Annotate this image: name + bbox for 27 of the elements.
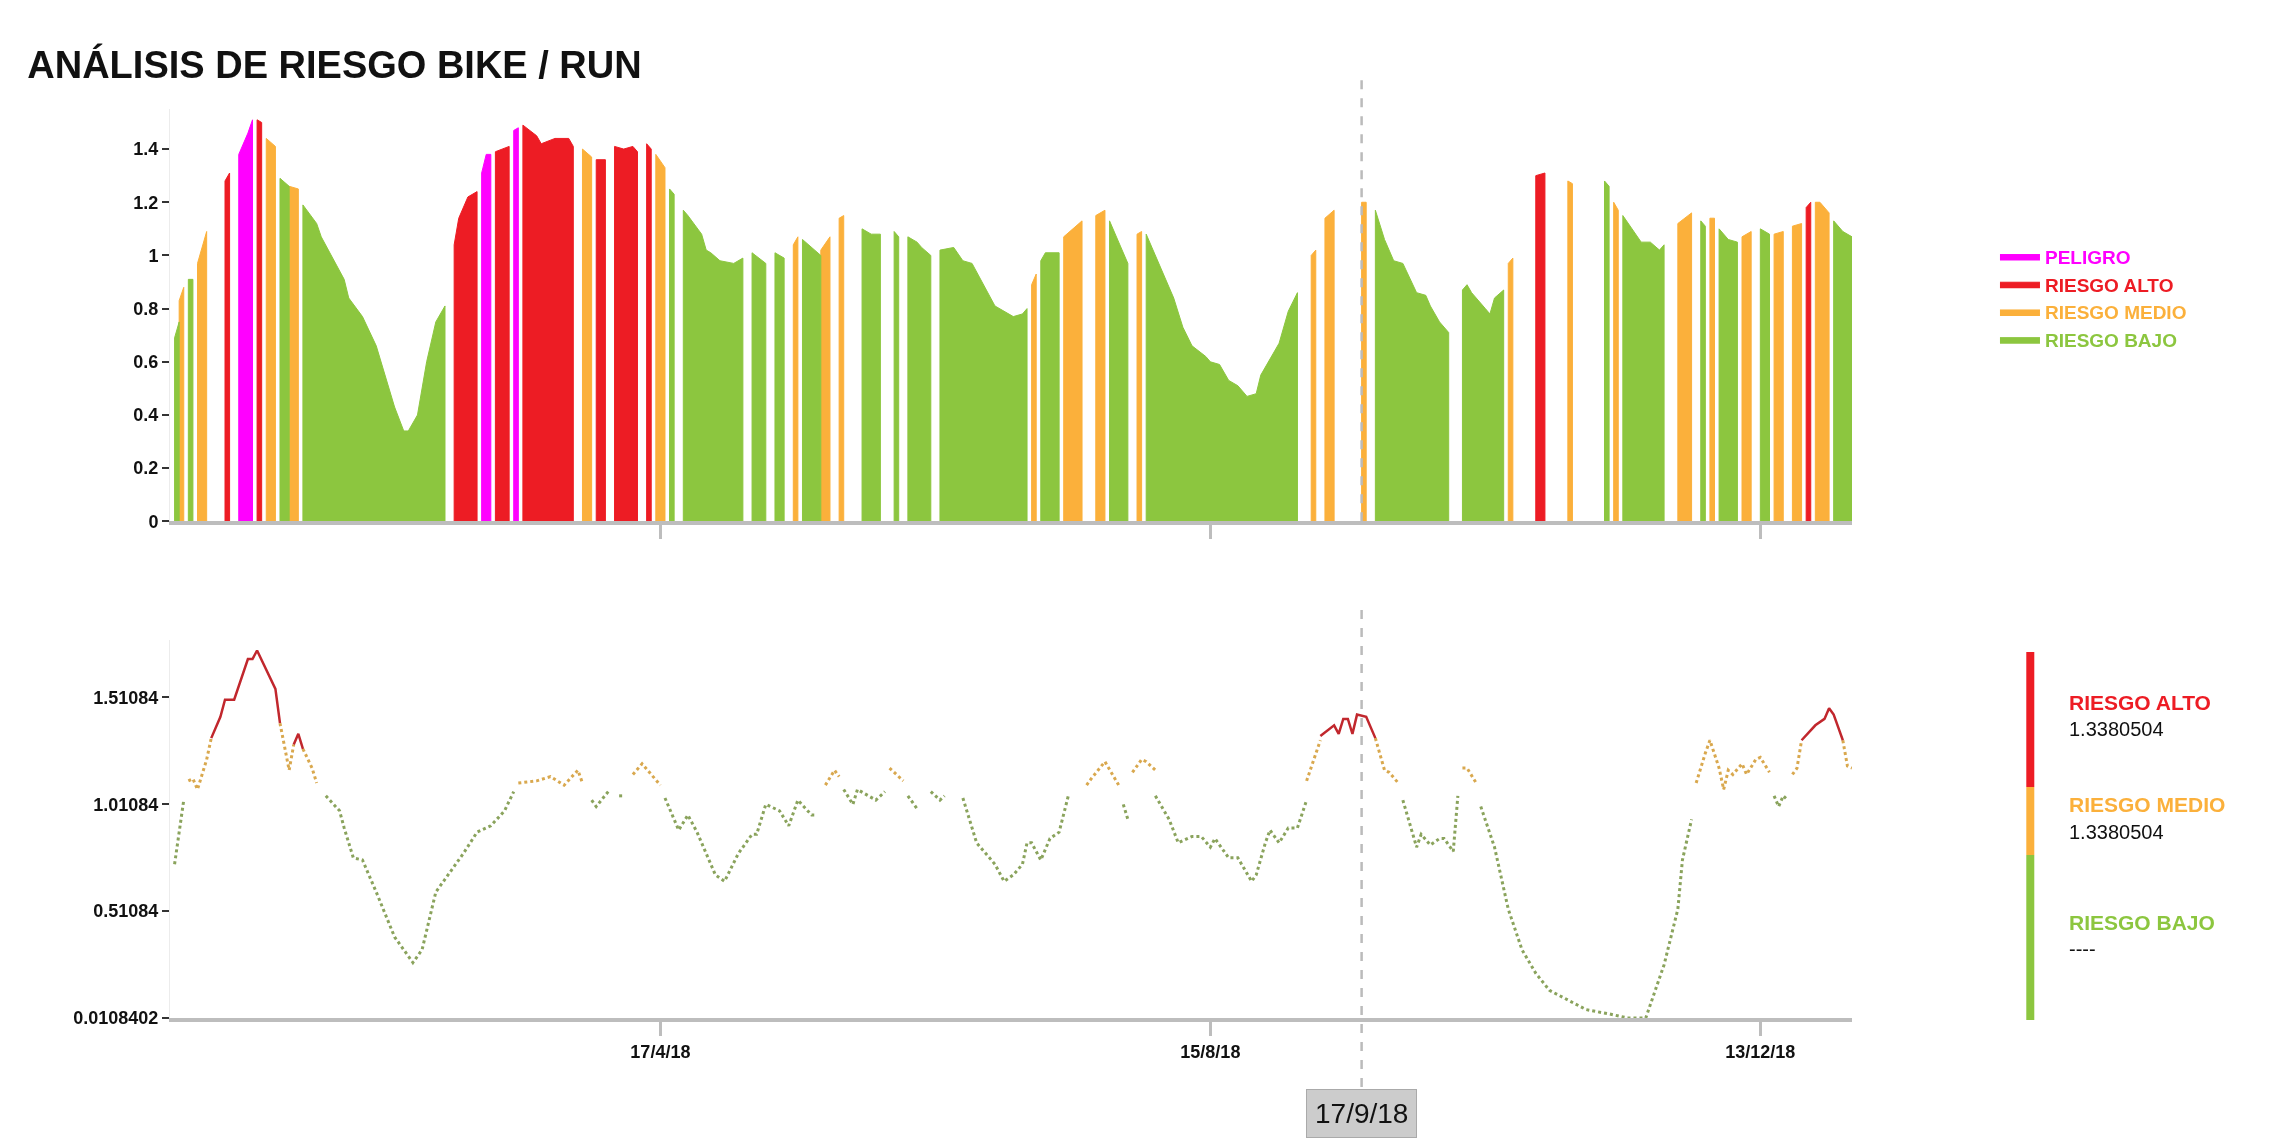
text: 1.3380504: [2069, 821, 2164, 843]
y-tick-label: 1: [148, 245, 159, 266]
text: RIESGO ALTO: [2069, 691, 2211, 714]
text: 1.3380504: [2069, 718, 2164, 740]
y-tick-label: 0.0108402: [73, 1008, 159, 1029]
chart-title: ANÁLISIS DE RIESGO BIKE / RUN: [27, 42, 642, 86]
text: ----: [2069, 938, 2096, 960]
legend-label: RIESGO MEDIO: [2044, 302, 2187, 324]
legend-label: RIESGO BAJO: [2044, 330, 2177, 352]
y-tick-label: 1.4: [133, 139, 159, 160]
legend-label: PELIGRO: [2044, 246, 2131, 268]
legend-label: RIESGO ALTO: [2044, 274, 2174, 296]
y-tick-label: 1.01084: [93, 794, 159, 815]
ref-line-label: 17/9/18: [1315, 1098, 1409, 1129]
x-tick-label: 15/8/18: [1180, 1041, 1241, 1062]
x-tick-label: 13/12/18: [1725, 1041, 1796, 1062]
y-tick-label: 0.8: [133, 298, 159, 319]
y-tick-label: 1.2: [133, 192, 159, 213]
y-tick-label: 0.2: [133, 458, 159, 479]
text: RIESGO MEDIO: [2069, 793, 2226, 816]
x-tick-label: 17/4/18: [630, 1041, 691, 1062]
y-tick-label: 0: [148, 511, 159, 532]
y-tick-label: 1.51084: [93, 687, 159, 708]
y-tick-label: 0.4: [133, 405, 159, 426]
y-tick-label: 0.51084: [93, 901, 159, 922]
y-tick-label: 0.6: [133, 352, 159, 373]
text: RIESGO BAJO: [2069, 911, 2215, 934]
